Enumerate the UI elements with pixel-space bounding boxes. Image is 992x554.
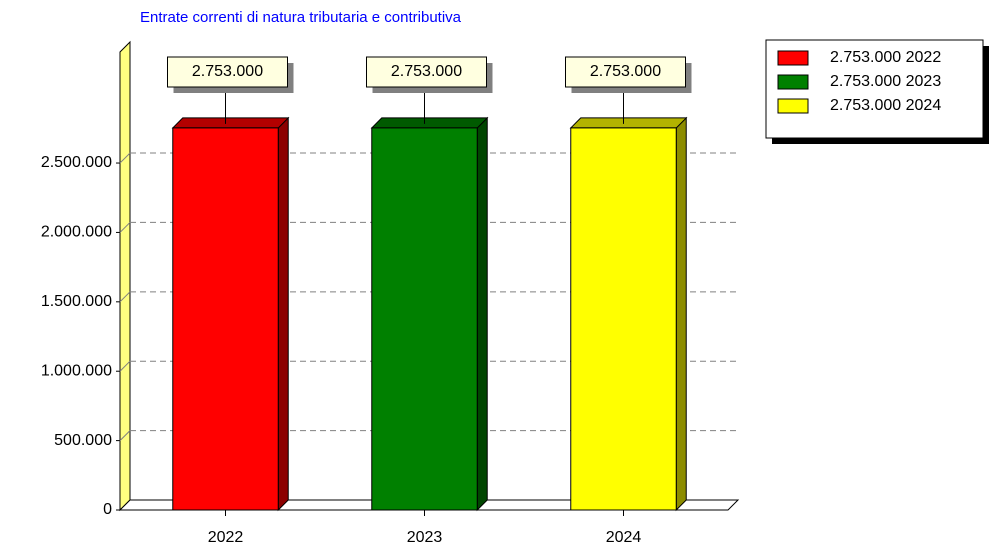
grid-line-side: [119, 152, 131, 164]
grid-line-side: [119, 222, 131, 233]
legend-label: 2.753.000 2022: [830, 49, 941, 66]
y-tick-label: 2.500.000: [41, 154, 112, 171]
y-tick-label: 500.000: [54, 432, 112, 449]
bar-side: [476, 116, 488, 512]
y-tick-label: 1.000.000: [41, 362, 112, 379]
data-label: 2.753.000: [391, 63, 462, 80]
bar: [371, 127, 478, 511]
grid-line-side: [119, 360, 131, 372]
bar-side: [277, 116, 289, 512]
bar-top: [569, 117, 688, 129]
grid-line-side: [119, 430, 131, 441]
bar-top: [370, 117, 489, 129]
bar-side: [675, 116, 687, 512]
x-tick-label: 2024: [606, 529, 642, 546]
data-label: 2.753.000: [192, 63, 263, 80]
y-tick-label: 1.500.000: [41, 293, 112, 310]
y-tick-label: 0: [103, 501, 112, 518]
label-box: [167, 56, 288, 88]
grid-line-side: [119, 291, 131, 303]
bar: [172, 127, 279, 511]
x-tick-label: 2022: [208, 529, 244, 546]
y-tick-label: 2.000.000: [41, 224, 112, 241]
label-box: [366, 56, 487, 88]
legend-swatch: [777, 50, 809, 66]
bar: [570, 127, 677, 511]
legend-label: 2.753.000 2023: [830, 73, 941, 90]
chart-title: Entrate correnti di natura tributaria e …: [140, 9, 462, 26]
bar-top: [171, 117, 290, 129]
legend-swatch: [777, 98, 809, 114]
legend-swatch: [777, 74, 809, 90]
data-label: 2.753.000: [590, 63, 661, 80]
label-box: [565, 56, 686, 88]
legend-label: 2.753.000 2024: [830, 97, 941, 114]
x-tick-label: 2023: [407, 529, 443, 546]
